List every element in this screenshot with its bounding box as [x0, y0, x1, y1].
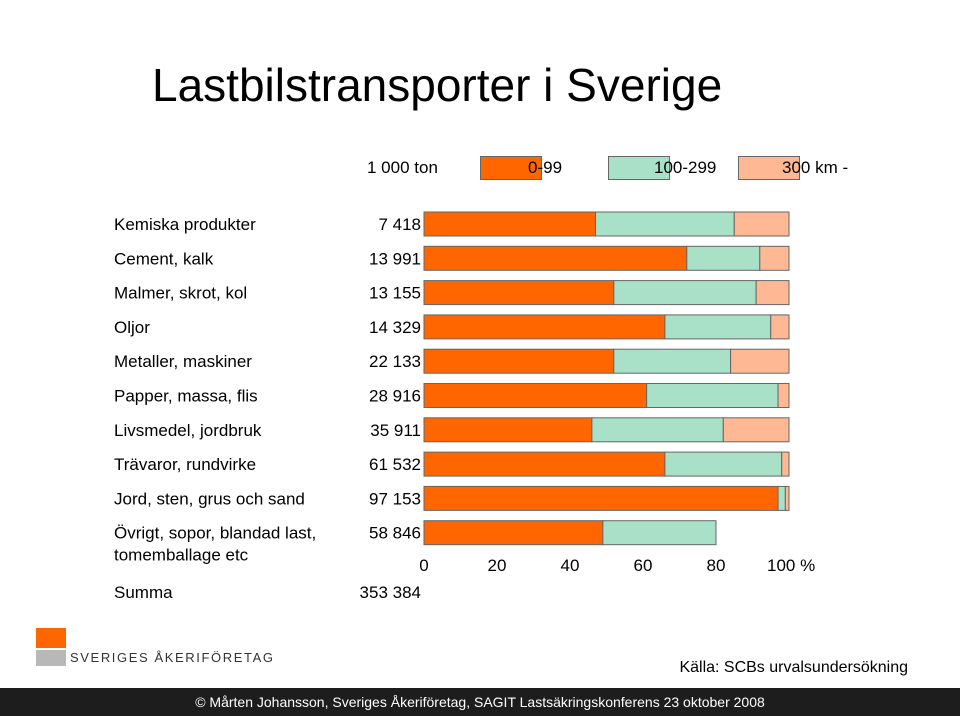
- bar-segment-1: [591, 417, 724, 443]
- legend-unit-header: 1 000 ton: [367, 158, 438, 177]
- bar-segment-2: [733, 211, 790, 237]
- bar-segment-0: [423, 520, 604, 546]
- tonnage-value: 14 329: [369, 318, 421, 337]
- legend-label-0-99: 0-99: [528, 158, 563, 177]
- summary-value: 353 384: [360, 583, 421, 602]
- x-tick-label: 60: [634, 556, 653, 575]
- x-tick-label: 40: [561, 556, 580, 575]
- bar-segment-1: [602, 520, 717, 546]
- bar-segment-1: [646, 383, 779, 408]
- tonnage-value: 28 916: [369, 387, 421, 406]
- bar-segment-2: [755, 280, 790, 306]
- category-label: Kemiska produkter: [114, 215, 256, 234]
- bar-segment-1: [613, 348, 732, 374]
- source-note: Källa: SCBs urvalsundersökning: [679, 659, 908, 676]
- footer-text: © Mårten Johansson, Sveriges Åkeriföreta…: [195, 694, 765, 710]
- company-logo-icon: [36, 628, 66, 666]
- bar-segment-2: [784, 485, 790, 511]
- category-label: Papper, massa, flis: [114, 387, 258, 406]
- page-title: Lastbilstransporter i Sverige: [152, 59, 723, 111]
- bar-segment-2: [730, 348, 790, 374]
- bar-segment-0: [423, 245, 688, 271]
- bar-segment-1: [613, 280, 757, 306]
- tonnage-value: 35 911: [370, 421, 421, 440]
- bar-segment-1: [595, 211, 735, 237]
- bar-segment-0: [423, 417, 593, 443]
- x-tick-label: 20: [488, 556, 507, 575]
- category-label: Malmer, skrot, kol: [114, 284, 247, 303]
- bar-segment-0: [423, 348, 615, 374]
- bar-segment-1: [664, 451, 783, 477]
- category-label: Oljor: [114, 318, 150, 337]
- summary-label: Summa: [114, 583, 173, 602]
- legend-swatch-0-99: [480, 156, 542, 180]
- bar-segment-1: [777, 485, 786, 511]
- legend-swatch-100-299: [608, 156, 670, 180]
- category-label: Jord, sten, grus och sand: [114, 489, 305, 508]
- category-label: Livsmedel, jordbruk: [114, 421, 262, 440]
- bar-segment-2: [777, 383, 790, 408]
- x-tick-label: 80: [707, 556, 726, 575]
- x-tick-label: 100 %: [767, 556, 815, 575]
- legend-label-100-299: 100-299: [654, 158, 717, 177]
- bar-segment-2: [781, 451, 790, 477]
- bar-segment-2: [770, 314, 790, 340]
- stacked-bar-chart: Kemiska produkter 7 418 Cement, kalk 13 991…: [114, 211, 815, 602]
- tonnage-value: 13 991: [369, 249, 421, 268]
- bar-segment-2: [759, 245, 790, 271]
- category-label: Övrigt, sopor, blandad last, tomemballage…: [114, 524, 316, 565]
- x-tick-label: 0: [419, 556, 428, 575]
- bar-segment-1: [664, 314, 772, 340]
- category-label: Cement, kalk: [114, 249, 214, 268]
- bar-segment-0: [423, 280, 615, 306]
- bar-segment-1: [686, 245, 761, 271]
- legend-label-300: 300 km -: [782, 158, 849, 177]
- company-logo-text: SVERIGES ÅKERIFÖRETAG: [70, 650, 275, 665]
- category-label: Metaller, maskiner: [114, 352, 252, 371]
- tonnage-value: 22 133: [369, 352, 421, 371]
- tonnage-value: 97 153: [369, 489, 421, 508]
- bar-segment-0: [423, 314, 666, 340]
- tonnage-value: 58 846: [369, 524, 421, 543]
- bar-segment-2: [722, 417, 790, 443]
- tonnage-value: 13 155: [369, 284, 421, 303]
- category-label: Trävaror, rundvirke: [114, 455, 256, 474]
- tonnage-value: 61 532: [369, 455, 421, 474]
- bar-segment-0: [423, 383, 648, 408]
- footer-bar: © Mårten Johansson, Sveriges Åkeriföreta…: [0, 688, 960, 716]
- bar-segment-0: [423, 211, 597, 237]
- bar-segment-0: [423, 485, 779, 511]
- bar-segment-0: [423, 451, 666, 477]
- tonnage-value: 7 418: [378, 215, 421, 234]
- legend-swatch-300: [738, 156, 800, 180]
